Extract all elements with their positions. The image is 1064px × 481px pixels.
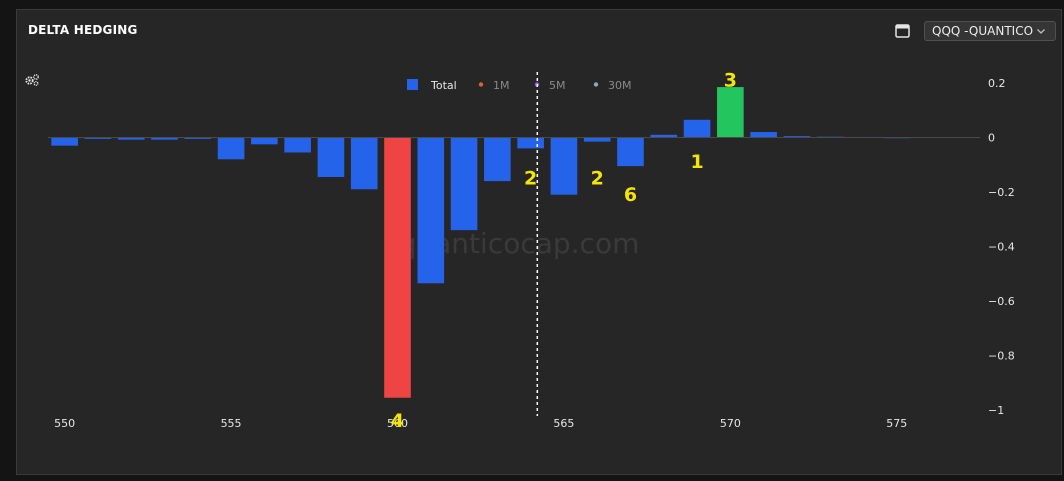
panel-title: DELTA HEDGING [28, 23, 138, 37]
ticker-select-value: QQQ -QUANTICO [932, 24, 1034, 38]
y-tick-label: −0.8 [988, 350, 1015, 363]
y-tick-label: −1 [988, 404, 1004, 417]
bar-570 [717, 87, 744, 138]
bar-563 [484, 137, 511, 182]
bar-559 [350, 137, 378, 190]
bar-group [51, 87, 911, 398]
bar-572 [783, 136, 811, 138]
delta-hedging-panel: DELTA HEDGING QQQ -QUANTICO [16, 9, 1062, 475]
bar-554 [184, 137, 212, 139]
bar-555 [217, 137, 245, 160]
bar-567 [617, 137, 644, 167]
x-tick-label: 555 [221, 417, 242, 430]
bar-569 [683, 119, 711, 138]
legend-label-30m: 30M [608, 79, 632, 92]
annotation-label: 2 [524, 167, 537, 189]
y-tick-label: 0.2 [988, 77, 1006, 90]
settings-gears-icon[interactable] [24, 72, 40, 86]
bar-550 [51, 137, 78, 146]
bar-571 [750, 132, 777, 138]
bar-568 [650, 134, 678, 138]
bar-558 [317, 137, 345, 178]
y-tick-label: −0.4 [988, 241, 1015, 254]
bar-552 [117, 137, 145, 140]
annotation-label: 4 [391, 410, 404, 432]
y-tick-label: −0.6 [988, 295, 1015, 308]
x-tick-label: 550 [54, 417, 75, 430]
annotation-label: 6 [624, 184, 637, 206]
window-layout-icon[interactable] [895, 24, 910, 38]
axes-group: 0.2 0 −0.2 −0.4 −0.6 −0.8 −1 550 555 560 565 570 575 [48, 72, 1015, 430]
bar-564 [517, 137, 544, 149]
bar-566 [583, 137, 611, 142]
x-tick-label: 575 [886, 417, 907, 430]
bar-565 [550, 137, 578, 195]
annotation-label: 2 [591, 167, 604, 189]
y-tick-label: 0 [988, 132, 995, 145]
bar-556 [251, 137, 278, 145]
annotation-label: 1 [690, 151, 703, 173]
bar-551 [84, 137, 112, 139]
legend-label-1m: 1M [493, 79, 510, 92]
ticker-select[interactable]: QQQ -QUANTICO [924, 21, 1056, 41]
annotation-label: 3 [724, 69, 737, 91]
bar-553 [151, 137, 178, 140]
bar-557 [284, 137, 311, 153]
legend-swatch-total [407, 79, 418, 90]
legend-swatch-1m [478, 82, 484, 87]
legend-label-total: Total [430, 79, 457, 92]
bar-562 [450, 137, 478, 231]
bar-561 [417, 137, 445, 284]
x-tick-label: 560 [387, 417, 408, 430]
legend-label-5m: 5M [549, 79, 566, 92]
legend-swatch-30m [593, 82, 599, 87]
chart-legend: Total 1M 5M 30M [407, 79, 632, 92]
bar-560 [384, 137, 411, 398]
chevron-down-icon [1037, 29, 1045, 34]
y-tick-label: −0.2 [988, 186, 1015, 199]
x-tick-label: 570 [720, 417, 741, 430]
x-tick-label: 565 [553, 417, 574, 430]
